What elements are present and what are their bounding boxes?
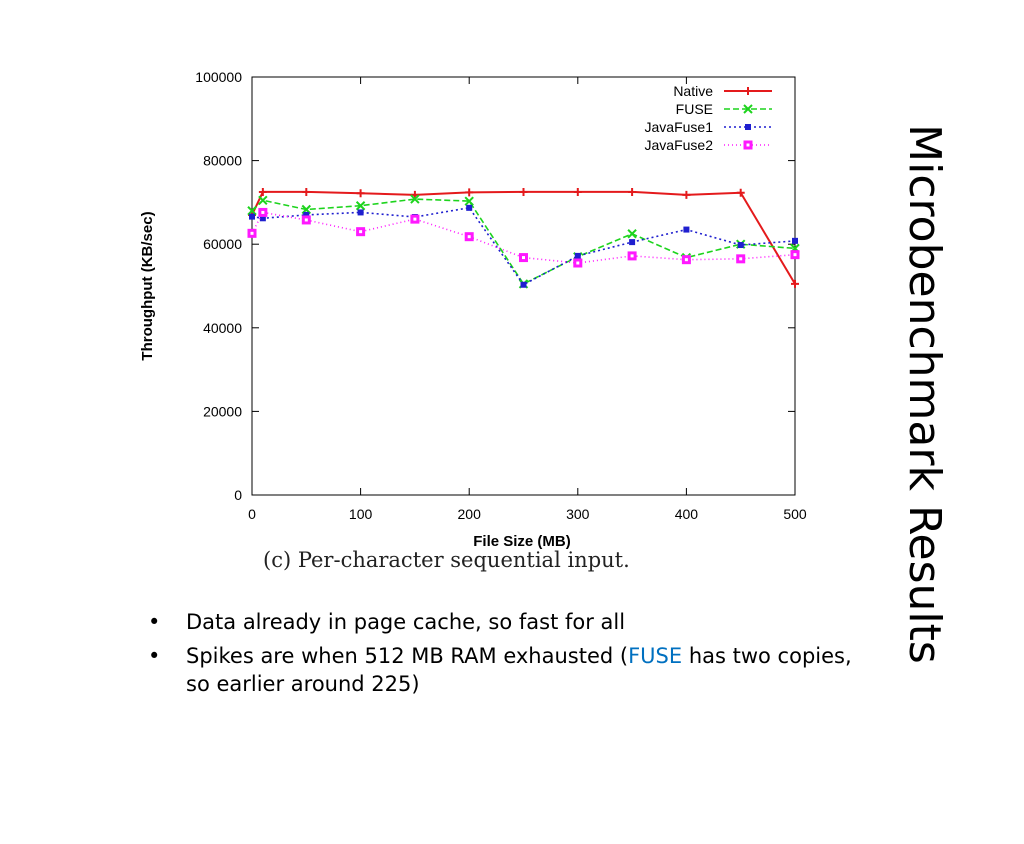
data-point bbox=[745, 124, 751, 130]
data-point-center bbox=[793, 253, 797, 257]
data-point bbox=[410, 190, 419, 199]
data-point bbox=[302, 187, 311, 196]
data-point bbox=[737, 242, 744, 249]
data-point bbox=[628, 187, 637, 196]
y-axis-label: Throughput (KB/sec) bbox=[139, 211, 156, 360]
data-point bbox=[736, 188, 745, 197]
bullet-dot: • bbox=[148, 644, 161, 668]
chart-ticks: 0 20000 40000 60000 80000 100000 0 100 200 300 400… bbox=[195, 69, 807, 522]
data-point bbox=[247, 206, 257, 216]
series-line bbox=[251, 211, 796, 264]
bullet-text-post: has two copies, so earlier around 225) bbox=[186, 644, 852, 696]
data-point-center bbox=[630, 254, 634, 258]
x-tick-label: 200 bbox=[458, 506, 482, 522]
x-tick-label: 0 bbox=[248, 506, 256, 522]
legend-label: JavaFuse2 bbox=[645, 137, 714, 153]
data-point bbox=[303, 211, 310, 218]
data-point-center bbox=[746, 143, 750, 147]
data-point bbox=[682, 190, 691, 199]
series-line bbox=[251, 206, 796, 286]
y-tick-label: 0 bbox=[234, 487, 242, 503]
bullet-dot: • bbox=[148, 610, 161, 634]
data-point-center bbox=[413, 217, 417, 221]
series-javafuse2 bbox=[247, 207, 800, 268]
data-point bbox=[258, 187, 267, 196]
data-point bbox=[410, 194, 420, 204]
throughput-chart: 0 20000 40000 60000 80000 100000 0 100 200 300 400… bbox=[139, 69, 807, 550]
series-line bbox=[251, 190, 796, 285]
data-point bbox=[466, 204, 473, 211]
data-point bbox=[683, 226, 690, 233]
chart-legend: Native FUSE JavaFuse1 JavaFuse2 bbox=[645, 83, 772, 153]
series-fuse bbox=[247, 194, 800, 289]
data-point bbox=[629, 239, 636, 246]
x-axis-label: File Size (MB) bbox=[473, 533, 571, 550]
y-tick-label: 80000 bbox=[203, 153, 242, 169]
y-tick-label: 20000 bbox=[203, 403, 242, 419]
data-point bbox=[574, 252, 581, 259]
data-point bbox=[357, 209, 364, 216]
x-tick-label: 100 bbox=[349, 506, 373, 522]
data-point bbox=[519, 187, 528, 196]
data-point bbox=[356, 189, 365, 198]
data-point-center bbox=[261, 210, 265, 214]
data-point bbox=[249, 213, 255, 220]
bullet-item-2: • Spikes are when 512 MB RAM exhausted (F… bbox=[144, 642, 864, 698]
data-point-center bbox=[576, 261, 580, 265]
bullet-text: Data already in page cache, so fast for … bbox=[186, 610, 626, 634]
data-point-center bbox=[304, 218, 308, 222]
data-point bbox=[520, 281, 527, 288]
data-point-center bbox=[684, 258, 688, 262]
data-point bbox=[744, 87, 752, 95]
data-point bbox=[743, 104, 753, 114]
data-point bbox=[791, 279, 799, 288]
data-point-center bbox=[522, 256, 525, 260]
bullet-list: • Data already in page cache, so fast fo… bbox=[144, 608, 864, 704]
y-tick-label: 40000 bbox=[203, 320, 242, 336]
data-point bbox=[627, 229, 637, 239]
data-point bbox=[573, 187, 582, 196]
data-point-center bbox=[250, 231, 254, 235]
data-point-center bbox=[359, 230, 363, 234]
data-point bbox=[258, 195, 268, 206]
data-point-center bbox=[739, 257, 743, 261]
chart-series bbox=[247, 187, 800, 289]
y-tick-label: 100000 bbox=[195, 69, 242, 85]
series-native bbox=[248, 187, 799, 288]
x-tick-label: 400 bbox=[675, 506, 699, 522]
y-tick-label: 60000 bbox=[203, 236, 242, 252]
bullet-text-pre: Spikes are when 512 MB RAM exhausted ( bbox=[186, 644, 629, 668]
data-point bbox=[792, 237, 798, 244]
data-point bbox=[355, 201, 366, 211]
figure-caption: (c) Per-character sequential input. bbox=[263, 548, 630, 572]
legend-label: FUSE bbox=[676, 101, 713, 117]
series-javafuse1 bbox=[249, 204, 798, 288]
x-tick-label: 500 bbox=[783, 506, 807, 522]
data-point bbox=[464, 196, 474, 206]
data-point bbox=[465, 188, 474, 197]
bullet-item-1: • Data already in page cache, so fast fo… bbox=[144, 608, 864, 636]
legend-label: Native bbox=[673, 83, 713, 99]
x-tick-label: 300 bbox=[566, 506, 590, 522]
data-point-center bbox=[467, 235, 471, 239]
fuse-highlight: FUSE bbox=[628, 644, 683, 668]
legend-label: JavaFuse1 bbox=[645, 119, 714, 135]
data-point bbox=[259, 215, 266, 222]
series-line bbox=[251, 198, 796, 285]
